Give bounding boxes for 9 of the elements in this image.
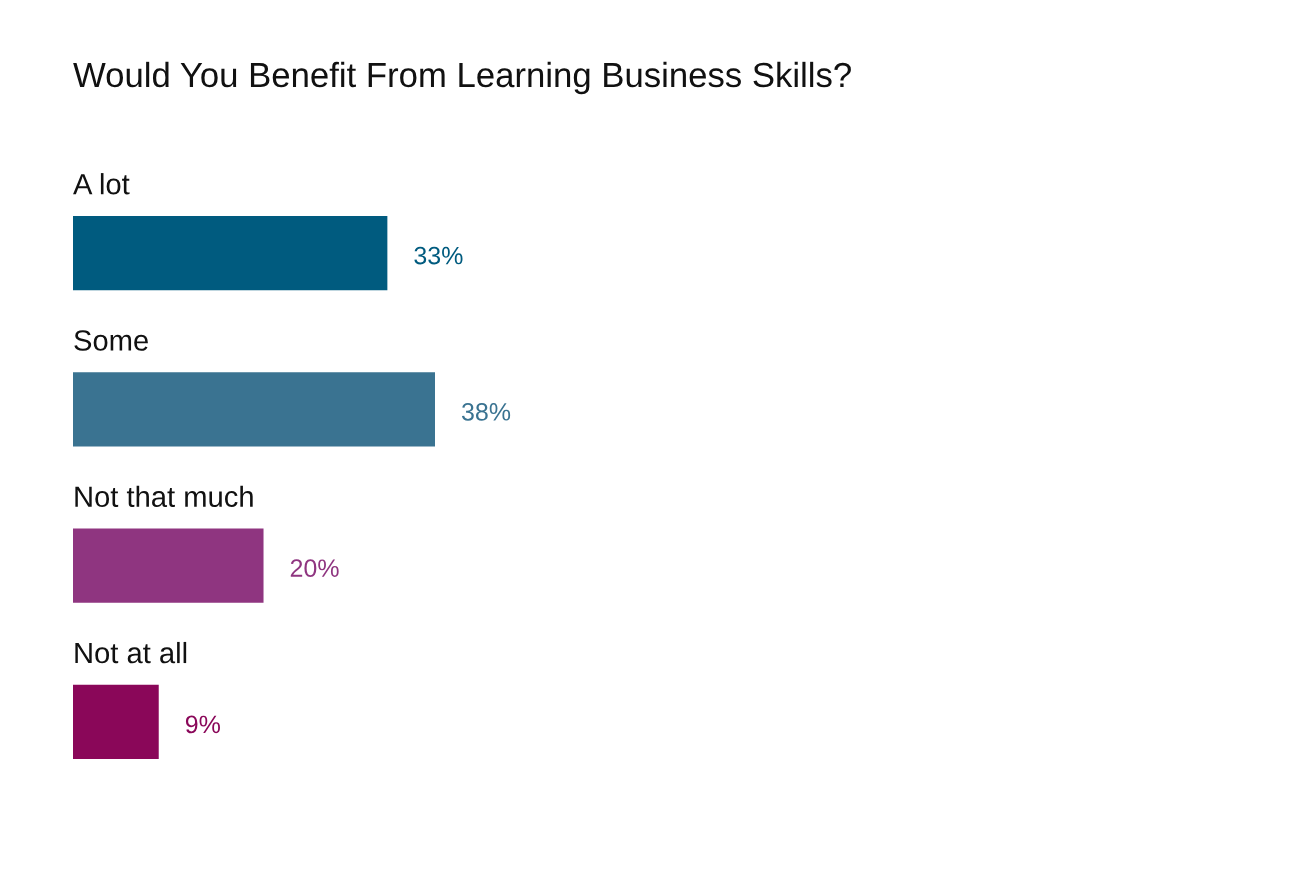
y-tick-label: Not that much bbox=[75, 485, 253, 508]
y-tick-label: A lot bbox=[73, 173, 130, 195]
data-label: 33% bbox=[414, 246, 463, 265]
data-label: 20% bbox=[290, 559, 339, 577]
data-label: 9% bbox=[185, 715, 220, 734]
y-tick-label: Some bbox=[74, 330, 148, 351]
chart-title: Would You Benefit From Learning Business Skills? bbox=[73, 61, 851, 95]
data-label: 38% bbox=[461, 403, 511, 421]
y-tick-label: Not at all bbox=[75, 641, 187, 664]
